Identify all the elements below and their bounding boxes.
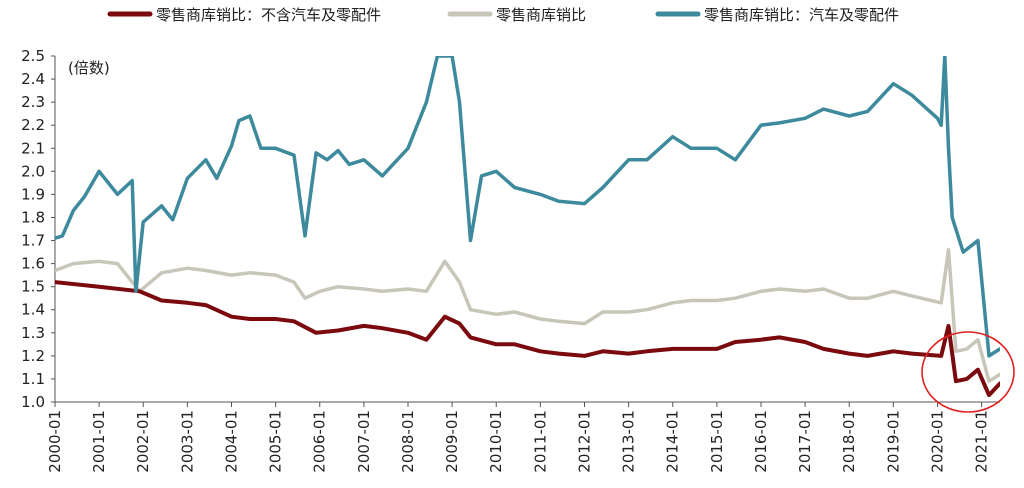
legend-label: 零售商库销比：汽车及零配件 [704, 6, 899, 24]
y-tick-label: 1.5 [21, 278, 45, 296]
y-tick-label: 1.8 [21, 208, 45, 226]
x-tick-label: 2000-01 [46, 410, 64, 473]
y-tick-label: 1.1 [21, 370, 45, 388]
x-axis: 2000-01 2001-01 2002-01 2003-01 2004-01 2005-… [46, 401, 1000, 473]
x-tick-label: 2004-01 [222, 410, 240, 473]
x-tick-label: 2005-01 [267, 410, 285, 473]
highlight-circle [921, 331, 1015, 413]
x-tick-label: 2003-01 [178, 410, 196, 473]
chart-legend: 零售商库销比：不含汽车及零配件 零售商库销比 零售商库销比：汽车及零配件 [107, 6, 899, 24]
series-layer [55, 56, 1000, 398]
y-tick-label: 1.4 [21, 301, 45, 319]
y-tick-label: 2.0 [21, 162, 45, 180]
x-tick-label: 2014-01 [664, 410, 682, 473]
x-tick-label: 2006-01 [311, 410, 329, 473]
x-tick-label: 2007-01 [355, 410, 373, 473]
y-axis: 1.0 1.1 1.2 1.3 1.4 1.5 1.6 1.7 1.8 1.9 2.0 2.1 2.2 2… [21, 47, 56, 411]
y-unit-label: (倍数) [68, 59, 110, 77]
x-tick-label: 2015-01 [708, 410, 726, 473]
x-tick-label: 2002-01 [134, 410, 152, 473]
y-tick-label: 2.1 [21, 139, 45, 157]
y-tick-label: 1.3 [21, 324, 45, 342]
x-tick-label: 2013-01 [620, 410, 638, 473]
y-tick-label: 1.6 [21, 255, 45, 273]
y-tick-label: 2.2 [21, 116, 45, 134]
y-tick-label: 2.5 [21, 47, 45, 65]
legend-label: 零售商库销比 [496, 6, 586, 24]
y-tick-label: 2.4 [21, 70, 45, 88]
x-tick-label: 2019-01 [884, 410, 902, 473]
x-tick-label: 2001-01 [90, 410, 108, 473]
x-tick-label: 2016-01 [752, 410, 770, 473]
x-tick-label: 2010-01 [487, 410, 505, 473]
series-line-1 [55, 248, 1000, 383]
x-tick-label: 2008-01 [399, 410, 417, 473]
y-tick-label: 1.0 [21, 393, 45, 411]
y-tick-label: 2.3 [21, 93, 45, 111]
legend-label: 零售商库销比：不含汽车及零配件 [156, 6, 381, 24]
series-line-2 [55, 56, 1000, 358]
x-tick-label: 2017-01 [796, 410, 814, 473]
x-tick-label: 2012-01 [575, 410, 593, 473]
x-tick-label: 2009-01 [443, 410, 461, 473]
x-tick-label: 2020-01 [928, 410, 946, 473]
x-tick-label: 2018-01 [840, 410, 858, 473]
y-tick-label: 1.2 [21, 347, 45, 365]
y-tick-label: 1.9 [21, 185, 45, 203]
x-tick-label: 2021-01 [973, 410, 991, 473]
y-tick-label: 1.7 [21, 232, 45, 250]
x-tick-label: 2011-01 [531, 410, 549, 473]
series-line-0 [55, 280, 1000, 398]
